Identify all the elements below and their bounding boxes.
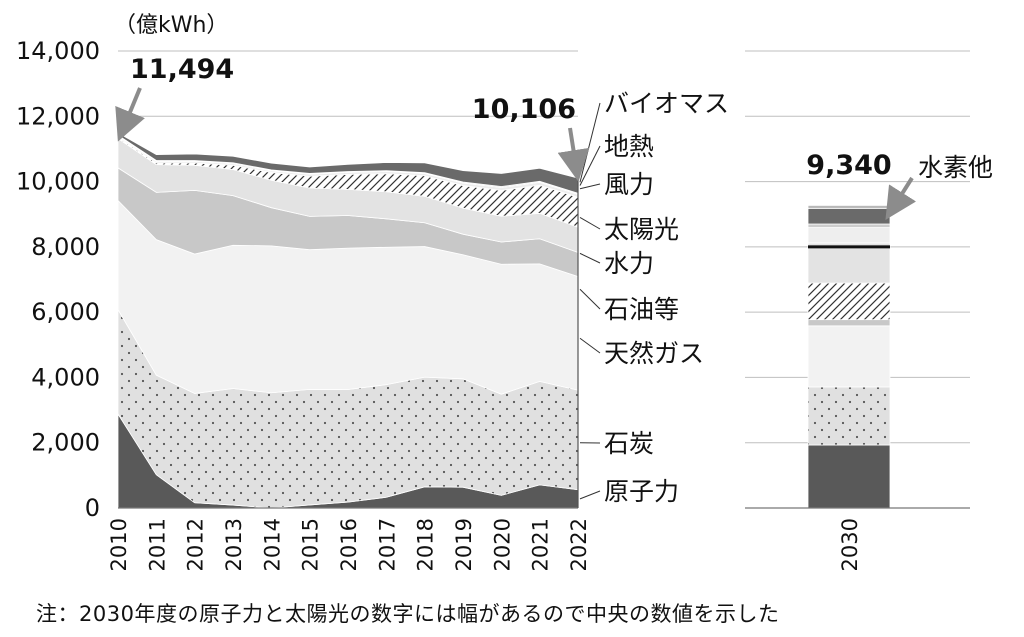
bar-segment-バイオマス [807,207,891,225]
bar-segment-太陽光 [807,282,891,321]
label-leader-line [579,490,601,500]
x-tick-label: 2018 [414,518,438,571]
axes [118,170,970,509]
x-tick-label: 2016 [337,518,361,571]
bar-segment-原子力 [807,444,891,509]
label-leader-line [579,252,601,264]
y-tick-label: 12,000 [16,102,100,130]
label-leader-line [579,102,601,183]
label-leader-line [579,337,601,354]
x-tick-label: 2020 [490,518,514,571]
label-leader-line [579,145,601,186]
y-tick-label: 6,000 [31,298,100,326]
bar-segment-水素他 [807,205,891,209]
area-series [117,132,579,509]
series-label: 風力 [604,170,654,199]
annotation-2022-total: 10,106 [472,94,576,125]
bar-segment-石炭 [807,386,891,446]
series-label: バイオマス [604,89,729,118]
x-tick-label: 2022 [567,518,591,571]
bar-2030 [807,205,891,509]
y-tick-label: 8,000 [31,233,100,261]
x-tick-label: 2021 [529,518,553,571]
bar-segment-石油等 [807,319,891,327]
x-tick-label: 2012 [184,518,208,571]
series-label: 石油等 [604,295,679,324]
x-tick-label: 2015 [299,518,323,571]
series-label: 地熱 [604,132,654,161]
y-tick-label: 0 [85,494,100,522]
y-tick-label: 4,000 [31,363,100,391]
series-label: 太陽光 [604,215,679,244]
y-tick-label: 10,000 [16,168,100,196]
y-tick-label: 2,000 [31,429,100,457]
footnote: 注：2030年度の原子力と太陽光の数字には幅があるので中央の数値を示した [36,602,780,626]
annotation-arrow [557,127,590,182]
label-leader-line [579,183,601,190]
label-leader-line [579,288,601,310]
series-label: 水力 [604,249,654,278]
y-unit-label: （億kWh） [114,13,228,38]
label-leader-line [579,217,601,230]
bar-segment-風力 [807,227,891,244]
series-label: 石炭 [604,429,654,458]
x-tick-label-2030: 2030 [838,518,862,571]
bar-segment-地熱 [807,223,891,228]
x-tick-label: 2014 [260,518,284,571]
annotation-arrow [115,87,145,142]
x-tick-label: 2013 [222,518,246,571]
annotations: 11,494 10,106 9,340 水素他 [115,54,993,220]
x-tick-label: 2019 [452,518,476,571]
y-tick-label: 14,000 [16,37,100,65]
x-tick-label: 2011 [145,518,169,571]
tick-labels: 0 2,000 4,000 6,000 8,000 10,000 12,000 14,000 2… [16,37,862,571]
annotation-2010-total: 11,494 [130,54,234,85]
bar-segment-水力 [807,242,891,284]
annotation-hydrogen: 水素他 [918,153,993,182]
bar-divider [808,245,890,249]
annotation-arrow [885,176,917,220]
bar-segment-天然ガス [807,325,891,388]
x-tick-label: 2010 [107,518,131,571]
annotation-2030-total: 9,340 [806,150,891,181]
series-label: 天然ガス [604,339,704,368]
series-label: 原子力 [604,477,679,506]
x-tick-label: 2017 [375,518,399,571]
